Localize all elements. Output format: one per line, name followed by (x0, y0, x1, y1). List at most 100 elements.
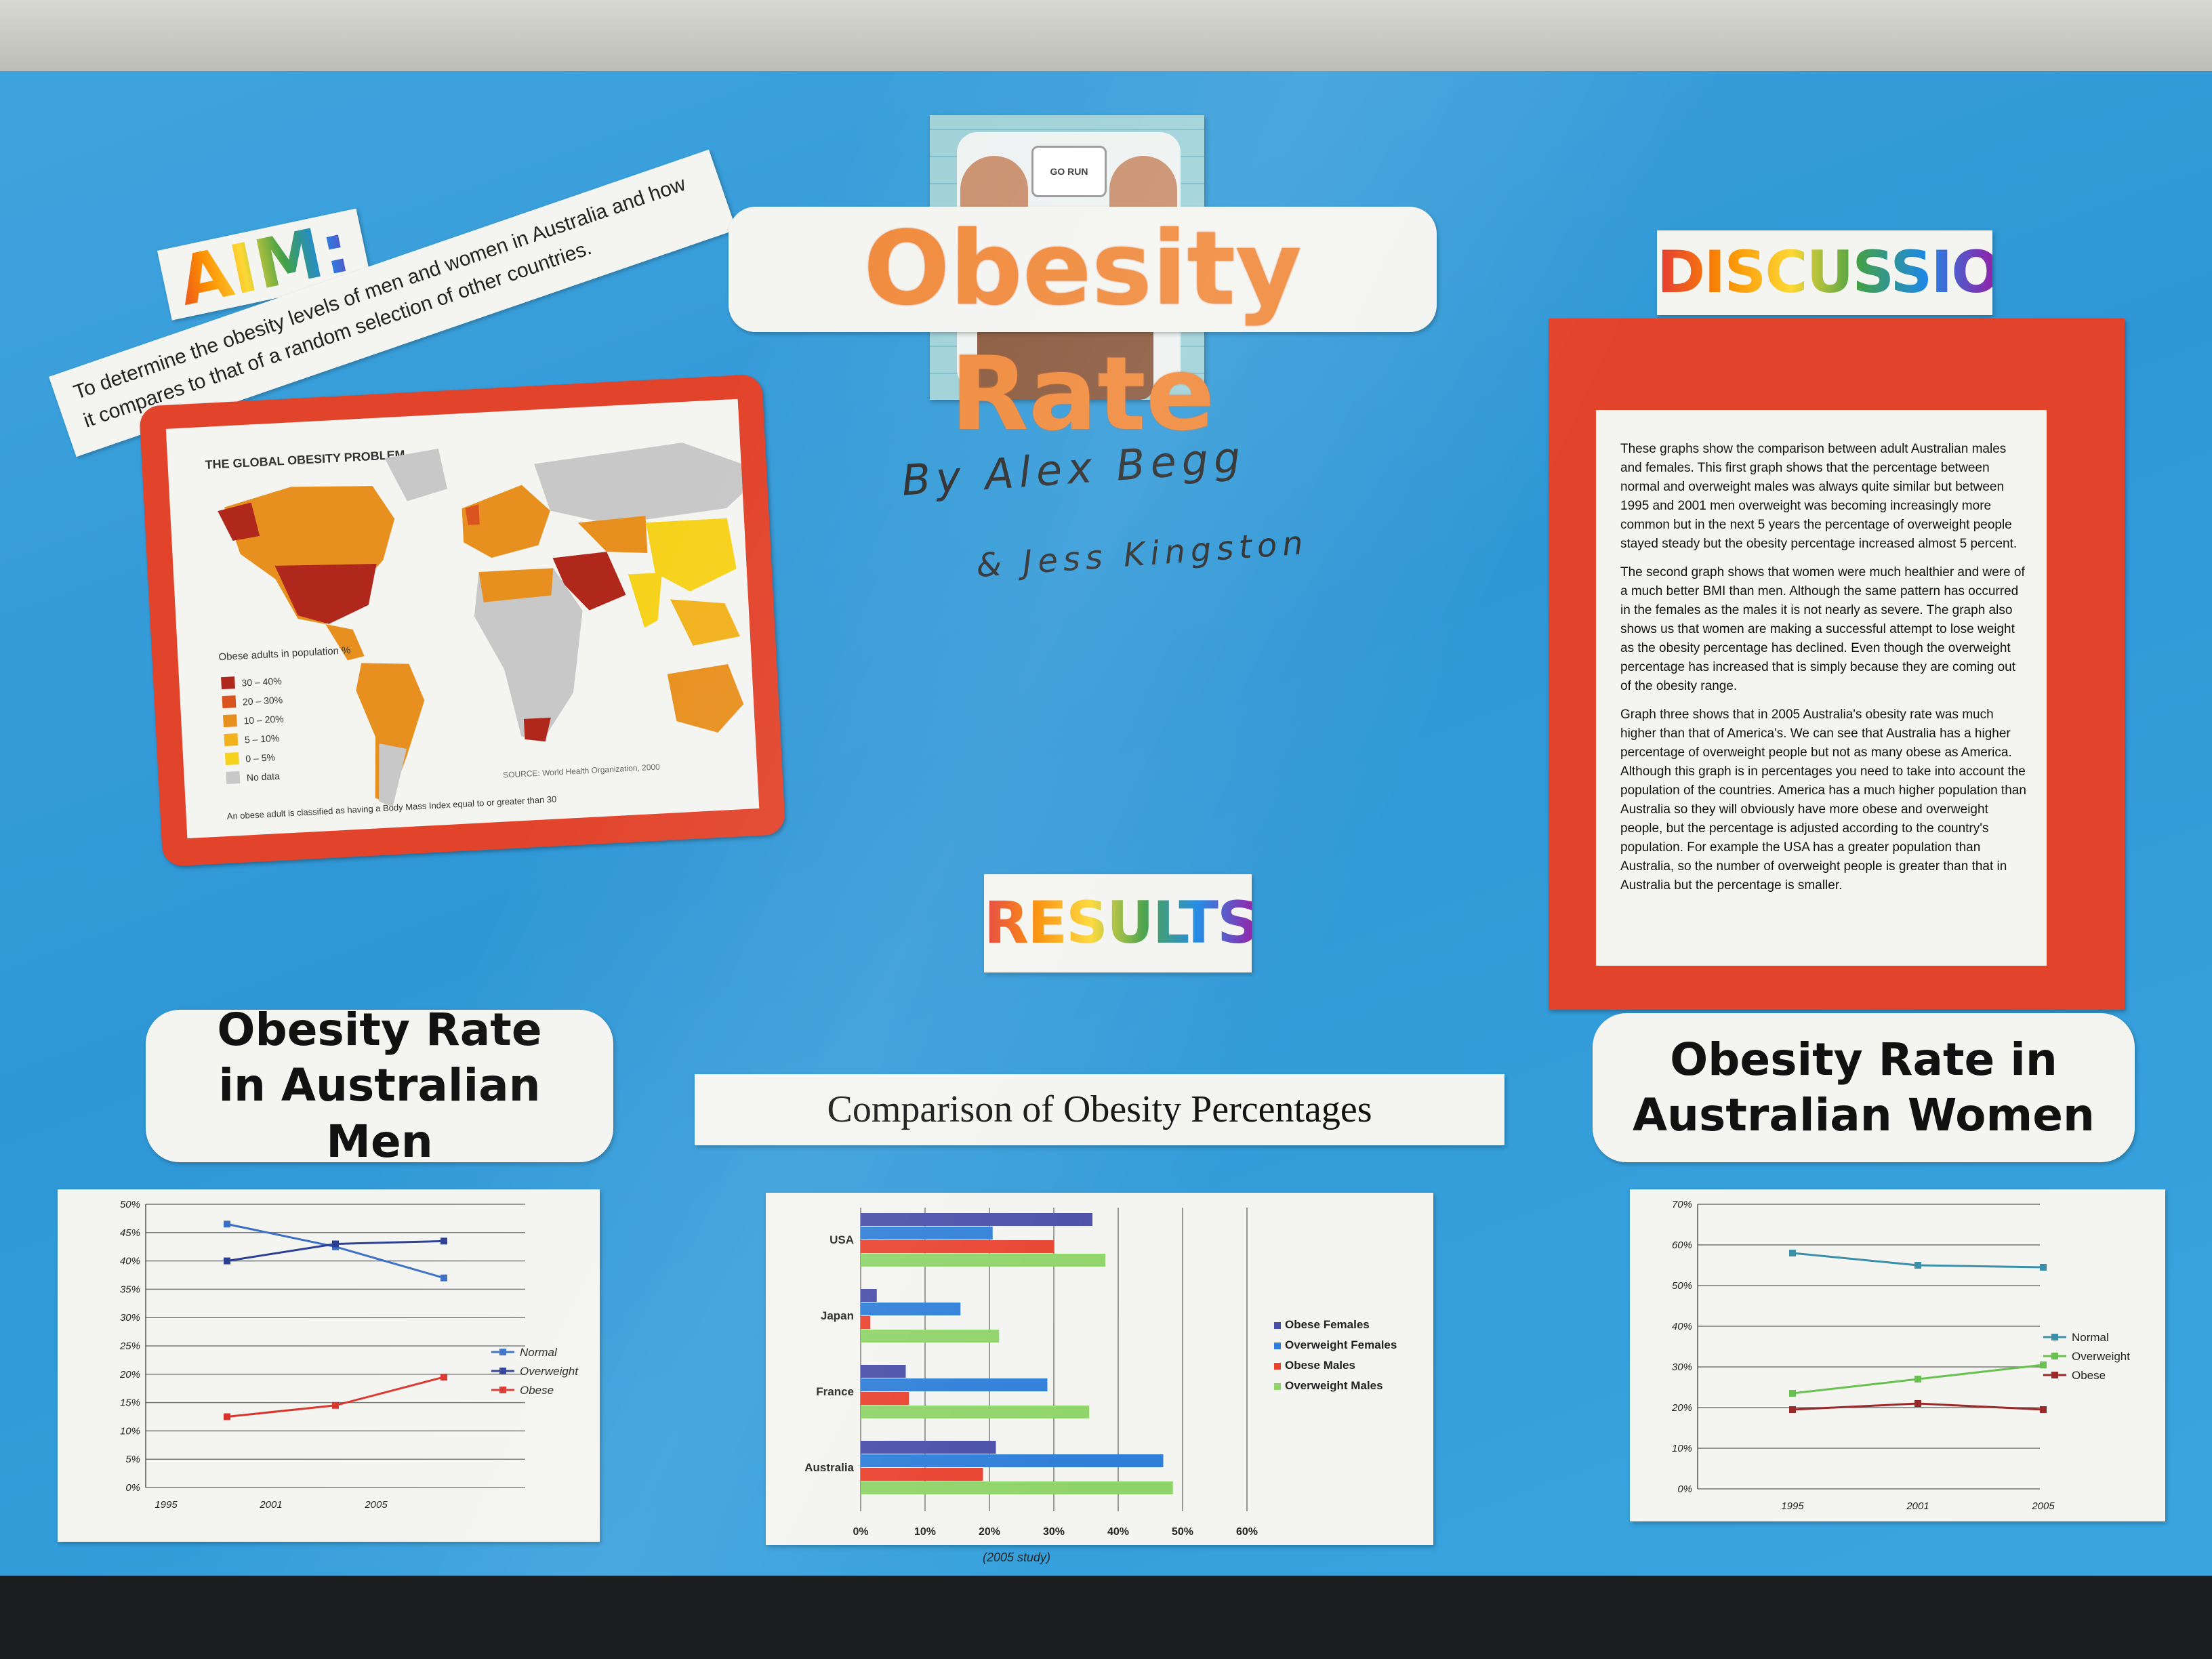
data-point (1789, 1406, 1796, 1413)
category-label: France (816, 1385, 854, 1398)
x-tick-label: 60% (1236, 1526, 1258, 1538)
y-tick-label: 20% (1671, 1402, 1692, 1414)
map-russia (534, 443, 760, 525)
map-alaska (218, 502, 260, 541)
map-central-america (325, 624, 365, 661)
legend-marker (499, 1349, 506, 1355)
map-legend-swatch (222, 695, 237, 709)
data-point (1789, 1250, 1796, 1256)
y-tick-label: 10% (1672, 1443, 1692, 1454)
map-africa (474, 568, 583, 742)
map-usa (274, 563, 377, 624)
map-legend-swatch (224, 733, 239, 747)
legend-label: Overweight (520, 1365, 579, 1378)
y-tick-label: 25% (119, 1340, 140, 1352)
legend-marker (2051, 1372, 2058, 1378)
data-point (441, 1373, 447, 1380)
y-tick-label: 50% (1672, 1280, 1692, 1292)
y-tick-label: 35% (120, 1284, 140, 1295)
bar (861, 1441, 996, 1454)
map-legend-swatch (222, 714, 237, 728)
map-legend: 30 – 40% 20 – 30% 10 – 20% 5 – 10% 0 – 5% No … (221, 676, 284, 784)
legend-label: Obese (520, 1384, 554, 1397)
legend-swatch (1274, 1383, 1281, 1390)
map-china (645, 518, 737, 592)
bar (861, 1392, 909, 1405)
data-point (2040, 1361, 2047, 1368)
comparison-bar-chart: 0% 10% 20% 30% 40% 50% 60% USA Japan France Austra… (804, 1208, 1397, 1538)
x-tick-label: 2005 (364, 1499, 388, 1511)
x-tick-label: 40% (1107, 1526, 1129, 1538)
data-point (2040, 1264, 2047, 1271)
y-tick-label: 40% (120, 1256, 140, 1267)
discussion-paragraph-2: The second graph shows that women were m… (1620, 565, 2025, 693)
y-tick-label: 60% (1672, 1240, 1692, 1251)
x-tick-label: 0% (853, 1526, 868, 1538)
map-uk (465, 504, 480, 525)
category-label: Japan (821, 1309, 854, 1322)
legend-marker (2051, 1353, 2058, 1359)
women-heading: Obesity Rate in Australian Women (1632, 1033, 2095, 1142)
series-line (226, 1376, 445, 1418)
y-tick-label: 15% (120, 1397, 140, 1409)
bar (861, 1227, 993, 1240)
wall (0, 0, 2212, 81)
y-tick-label: 0% (125, 1482, 140, 1494)
legend-label: Normal (520, 1346, 558, 1359)
data-point (224, 1257, 230, 1265)
map-legend-label: 20 – 30% (243, 695, 283, 708)
bar (861, 1454, 1164, 1467)
women-heading-card: Obesity Rate in Australian Women (1593, 1013, 2135, 1162)
map-card: THE GLOBAL OBESITY PROBLEM (165, 398, 760, 839)
legend-marker (499, 1387, 506, 1393)
data-point (441, 1237, 447, 1245)
bar (861, 1316, 871, 1329)
map-legend-label: 30 – 40% (241, 676, 282, 689)
map-north-africa (478, 568, 554, 602)
x-tick-label: 1995 (155, 1499, 178, 1511)
x-tick-label: 10% (914, 1526, 936, 1538)
women-chart-card: 0% 10% 20% 30% 40% 50% 60% 70% 1995 2001 2005 Norma… (1630, 1189, 2165, 1521)
data-point (332, 1401, 339, 1409)
bar (861, 1406, 1090, 1418)
x-tick-label: 2001 (1906, 1500, 1929, 1512)
data-point (224, 1221, 230, 1228)
x-tick-label: 2005 (2031, 1500, 2055, 1512)
men-chart-card: 0% 5% 10% 15% 20% 25% 30% 35% 40% 45% 50% 1995 2001 2… (58, 1189, 600, 1542)
map-south-america (356, 663, 425, 804)
discussion-heading: DISCUSSION: (1657, 230, 2070, 315)
y-tick-label: 10% (120, 1425, 140, 1437)
x-tick-label: 30% (1043, 1526, 1065, 1538)
bar (861, 1365, 906, 1378)
page-title: Obesity Rate (863, 210, 1302, 453)
bar (861, 1213, 1092, 1226)
comparison-heading-card: Comparison of Obesity Percentages (695, 1074, 1504, 1145)
y-tick-label: 45% (120, 1227, 140, 1239)
bar (861, 1481, 1173, 1494)
data-point (1914, 1262, 1921, 1269)
data-point (1914, 1376, 1921, 1382)
map-india (628, 572, 662, 628)
map-legend-swatch (224, 752, 239, 766)
category-label: USA (830, 1233, 854, 1246)
y-tick-label: 40% (1672, 1321, 1692, 1332)
legend-label: Normal (2072, 1331, 2109, 1344)
world-map: THE GLOBAL OBESITY PROBLEM (205, 443, 760, 821)
legend-swatch (1274, 1322, 1281, 1329)
map-legend-swatch (226, 771, 241, 784)
men-line-chart: 0% 5% 10% 15% 20% 25% 30% 35% 40% 45% 50% 1995 2001 2… (119, 1199, 579, 1511)
map-legend-swatch (221, 676, 235, 690)
map-south-africa (523, 717, 551, 742)
results-heading: RESULTS: (984, 874, 1281, 972)
legend-swatch (1274, 1343, 1281, 1349)
x-tick-label: 50% (1172, 1526, 1193, 1538)
y-tick-label: 0% (1677, 1483, 1692, 1495)
discussion-paragraph-1: These graphs show the comparison between… (1620, 442, 2018, 551)
map-source: SOURCE: World Health Organization, 2000 (503, 762, 661, 779)
data-point (2040, 1406, 2047, 1413)
x-tick-label: 1995 (1781, 1500, 1804, 1512)
map-legend-label: No data (246, 771, 280, 783)
data-point (332, 1240, 339, 1248)
legend-label: Obese Females (1285, 1318, 1370, 1331)
scale-dial: GO RUN (1031, 146, 1107, 197)
